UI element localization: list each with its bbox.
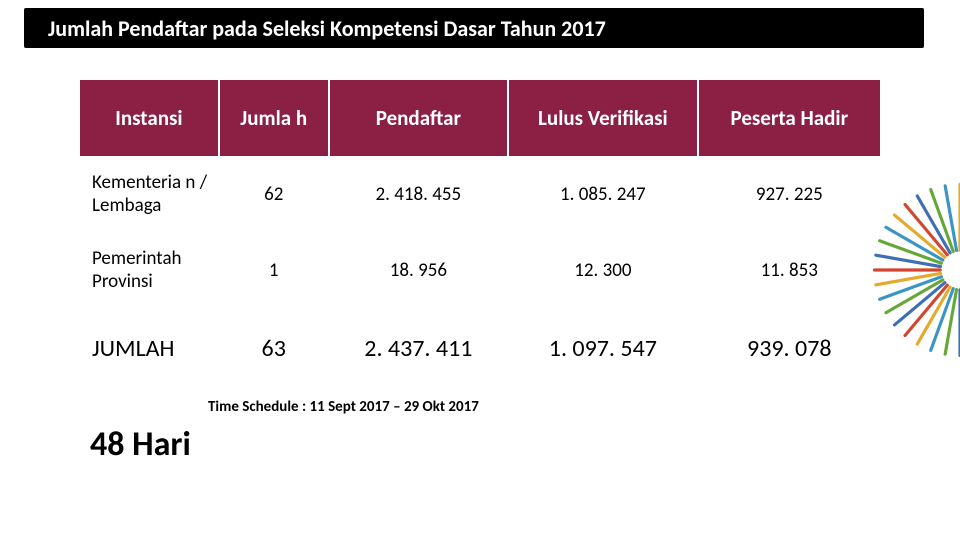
cell-jumlah: 1 [219,233,329,309]
title-bar: Jumlah Pendaftar pada Seleksi Kompetensi… [24,8,924,48]
days-text: 48 Hari [90,424,191,465]
cell-pendaftar: 18. 956 [329,233,509,309]
col-pendaftar: Pendaftar [329,79,509,157]
col-jumlah: Jumla h [219,79,329,157]
cell-pendaftar: 2. 418. 455 [329,157,509,233]
cell-label: Kementeria n / Lembaga [79,157,219,233]
cell-jumlah: 62 [219,157,329,233]
col-instansi: Instansi [79,79,219,157]
cell-total-lulus: 1. 097. 547 [508,309,697,389]
registrants-table: Instansi Jumla h Pendaftar Lulus Verifik… [78,78,882,390]
cell-lulus: 12. 300 [508,233,697,309]
cell-hadir: 11. 853 [698,233,881,309]
page-title: Jumlah Pendaftar pada Seleksi Kompetensi… [48,15,606,42]
sunburst-icon [870,180,960,360]
col-hadir: Peserta Hadir [698,79,881,157]
cell-total-pendaftar: 2. 437. 411 [329,309,509,389]
col-lulus: Lulus Verifikasi [508,79,697,157]
cell-total-jumlah: 63 [219,309,329,389]
cell-total-hadir: 939. 078 [698,309,881,389]
table-row: Kementeria n / Lembaga 62 2. 418. 455 1.… [79,157,881,233]
cell-total-label: JUMLAH [79,309,219,389]
table-header-row: Instansi Jumla h Pendaftar Lulus Verifik… [79,79,881,157]
schedule-text: Time Schedule : 11 Sept 2017 – 29 Okt 20… [208,398,479,416]
cell-hadir: 927. 225 [698,157,881,233]
table-total-row: JUMLAH 63 2. 437. 411 1. 097. 547 939. 0… [79,309,881,389]
table-row: Pemerintah Provinsi 1 18. 956 12. 300 11… [79,233,881,309]
cell-label: Pemerintah Provinsi [79,233,219,309]
cell-lulus: 1. 085. 247 [508,157,697,233]
